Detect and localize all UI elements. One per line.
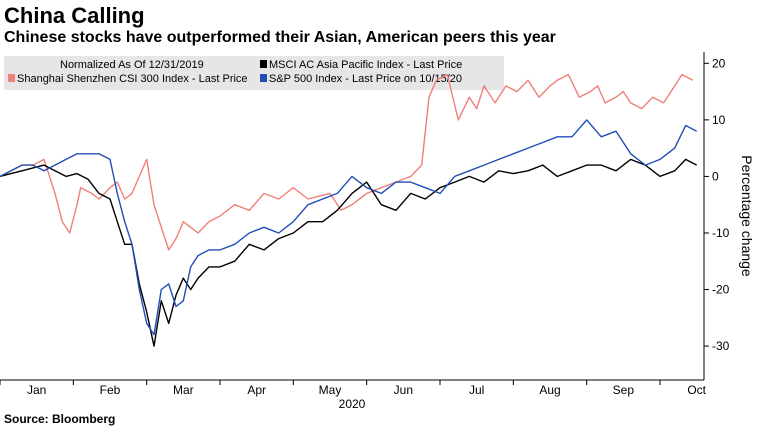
x-tick-label: Jan <box>27 383 46 397</box>
legend-label: MSCI AC Asia Pacific Index - Last Price <box>269 59 462 71</box>
legend-label: S&P 500 Index - Last Price on 10/15/20 <box>269 73 462 85</box>
series-line-2 <box>0 119 698 336</box>
x-tick-label: Mar <box>173 383 194 397</box>
x-tick-label: Feb <box>100 383 121 397</box>
x-tick-label: Sep <box>613 383 635 397</box>
y-axis-label: Percentage change <box>739 155 755 277</box>
source-note: Source: Bloomberg <box>4 412 116 426</box>
legend-swatch <box>8 74 15 82</box>
chart-title: China Calling <box>4 3 145 28</box>
x-tick-label: Jul <box>469 383 484 397</box>
x-axis-label: 2020 <box>339 397 366 411</box>
legend: Normalized As Of 12/31/2019 Shanghai She… <box>4 56 504 90</box>
series-line-1 <box>0 158 698 347</box>
legend-background <box>4 56 504 90</box>
x-tick-label: Apr <box>247 383 266 397</box>
chart-subtitle: Chinese stocks have outperformed their A… <box>4 29 556 46</box>
series-line-0 <box>0 73 694 251</box>
y-tick-label: 20 <box>712 56 726 70</box>
y-tick-label: 0 <box>712 169 719 183</box>
y-tick-label: -10 <box>712 226 730 240</box>
y-tick-label: -20 <box>712 283 730 297</box>
x-tick-label: Aug <box>539 383 560 397</box>
legend-swatch <box>260 74 267 82</box>
y-tick-label: 10 <box>712 113 726 127</box>
legend-label: Shanghai Shenzhen CSI 300 Index - Last P… <box>17 73 248 85</box>
x-tick-label: May <box>319 383 342 397</box>
legend-swatch <box>260 60 267 68</box>
y-tick-label: -30 <box>712 339 730 353</box>
legend-header: Normalized As Of 12/31/2019 <box>60 59 204 71</box>
x-tick-label: Oct <box>687 383 706 397</box>
x-tick-label: Jun <box>394 383 413 397</box>
